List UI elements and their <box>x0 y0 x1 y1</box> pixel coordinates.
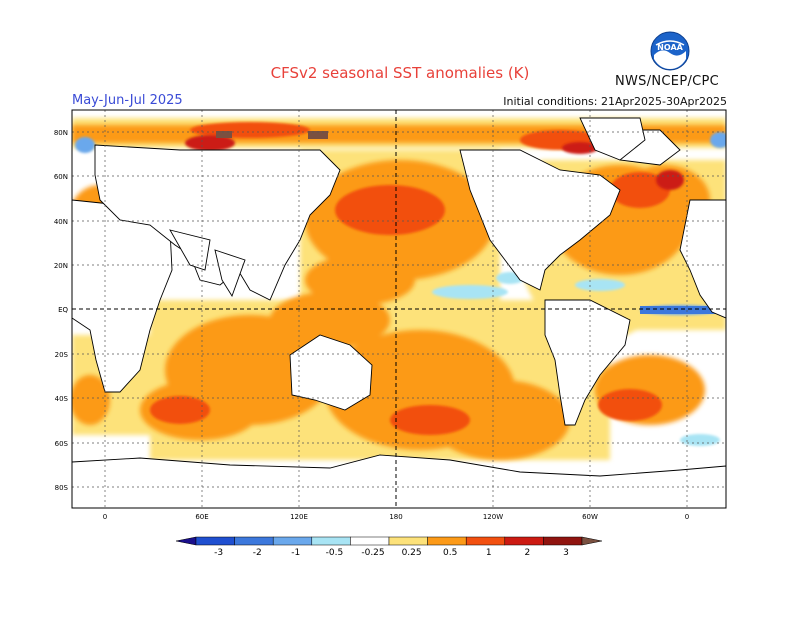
graticule <box>72 110 726 508</box>
map-title: CFSv2 seasonal SST anomalies (K) <box>270 64 530 82</box>
colorbar-swatch <box>465 536 506 546</box>
colorbar-tick-label: 1 <box>486 548 492 558</box>
lat-labels: 80N 60N 40N 20N EQ 20S 40S 60S 80S <box>54 129 69 492</box>
colorbar-swatch <box>350 536 390 546</box>
lat-label: EQ <box>58 306 68 314</box>
lon-label: 0 <box>685 513 689 521</box>
colorbar-tick-label: -0.5 <box>326 548 344 558</box>
colorbar-swatch <box>272 536 313 546</box>
colorbar-arrow-high <box>581 536 603 546</box>
svg-text:NOAA: NOAA <box>657 43 683 52</box>
colorbar-swatch <box>427 536 467 546</box>
colorbar-swatch <box>311 536 351 546</box>
colorbar-swatch <box>388 536 428 546</box>
lon-label: 120E <box>290 513 308 521</box>
map-frame <box>71 109 727 509</box>
season-label: May-Jun-Jul 2025 <box>72 93 183 108</box>
lat-label: 80S <box>55 484 69 492</box>
lat-label: 60S <box>55 440 69 448</box>
colorbar-swatch <box>543 536 583 546</box>
initial-conditions: Initial conditions: 21Apr2025-30Apr2025 <box>503 95 727 108</box>
colorbar-tick-label: 2 <box>525 548 531 558</box>
lat-label: 20N <box>54 262 68 270</box>
colorbar-tick-label: -0.25 <box>361 548 384 558</box>
colorbar-tick-label: -2 <box>253 548 262 558</box>
lat-label: 40S <box>55 395 69 403</box>
anomaly-field <box>72 110 726 508</box>
lon-label: 60E <box>195 513 208 521</box>
lat-label: 40N <box>54 218 68 226</box>
colorbar-arrow-low <box>175 536 197 546</box>
lat-label: 80N <box>54 129 68 137</box>
colorbar-tick-label: -3 <box>214 548 223 558</box>
colorbar-swatch <box>504 536 544 546</box>
agency-label: NWS/NCEP/CPC <box>615 74 720 89</box>
lon-label: 180 <box>389 513 402 521</box>
colorbar-tick-label: -1 <box>291 548 300 558</box>
coastlines <box>72 117 726 508</box>
lon-label: 60W <box>582 513 598 521</box>
lon-label: 0 <box>103 513 107 521</box>
lon-label: 120W <box>483 513 503 521</box>
lat-label: 20S <box>55 351 69 359</box>
colorbar-tick-label: 3 <box>563 548 569 558</box>
colorbar-swatch <box>234 536 274 546</box>
noaa-logo-icon: NOAA <box>650 31 690 71</box>
colorbar-tick-label: 0.5 <box>443 548 457 558</box>
colorbar: -3 -2 -1 -0.5 -0.25 0.25 0.5 1 2 3 <box>175 536 603 558</box>
colorbar-swatch <box>195 536 235 546</box>
lon-labels: 0 60E 120E 180 120W 60W 0 <box>103 513 689 521</box>
colorbar-tick-label: 0.25 <box>402 548 422 558</box>
lat-label: 60N <box>54 173 68 181</box>
